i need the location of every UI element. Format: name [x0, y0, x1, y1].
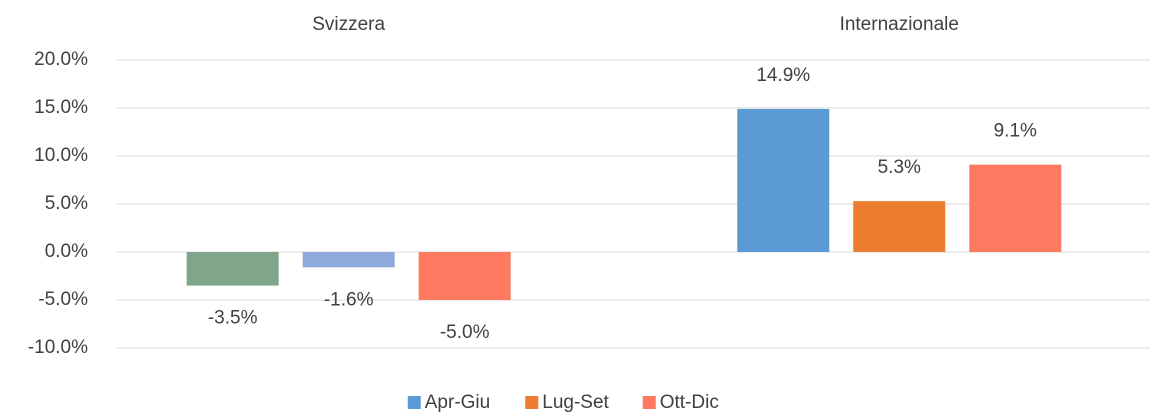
- data-label: -5.0%: [440, 322, 490, 343]
- data-label: 14.9%: [756, 65, 810, 86]
- data-label: -1.6%: [324, 289, 374, 310]
- bar: [302, 252, 395, 268]
- bar: [853, 201, 946, 252]
- category-label: Internazionale: [840, 14, 959, 35]
- data-label: 9.1%: [994, 121, 1037, 142]
- y-tick-label: 5.0%: [45, 193, 88, 214]
- bar: [737, 108, 830, 253]
- legend-swatch: [407, 396, 421, 409]
- bar: [969, 164, 1062, 252]
- bar: [418, 252, 511, 300]
- legend-label: Apr-Giu: [425, 392, 490, 413]
- y-tick-label: 20.0%: [34, 49, 88, 70]
- category-label: Svizzera: [312, 14, 385, 35]
- legend-label: Lug-Set: [542, 392, 609, 413]
- y-tick-label: -10.0%: [28, 337, 88, 358]
- legend-label: Ott-Dic: [660, 392, 719, 413]
- y-tick-label: 0.0%: [45, 241, 88, 262]
- bar: [186, 252, 279, 286]
- y-tick-label: 15.0%: [34, 97, 88, 118]
- data-label: 5.3%: [878, 157, 921, 178]
- y-tick-label: -5.0%: [38, 289, 88, 310]
- y-tick-label: 10.0%: [34, 145, 88, 166]
- legend-swatch: [642, 396, 656, 409]
- data-label: -3.5%: [208, 308, 258, 329]
- legend-swatch: [525, 396, 539, 409]
